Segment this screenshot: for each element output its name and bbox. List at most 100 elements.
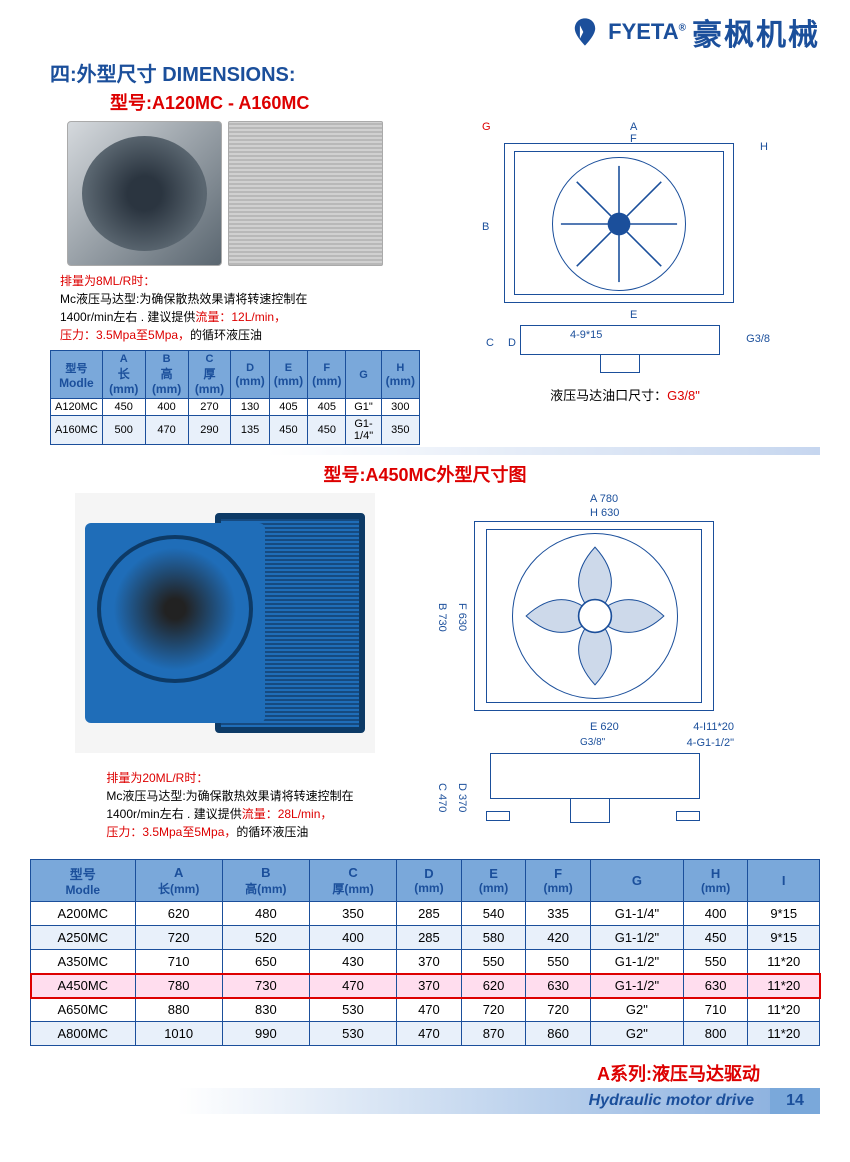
table-cell: 400 xyxy=(683,902,748,926)
footer-bar: Hydraulic motor drive 14 xyxy=(30,1088,820,1114)
dg1-e: E xyxy=(630,309,637,321)
diagram1-caption: 液压马达油口尺寸：G3/8" xyxy=(550,385,700,404)
dg2-motor xyxy=(570,799,610,823)
table-cell: 720 xyxy=(135,926,222,950)
table-cell: A200MC xyxy=(31,902,136,926)
table-cell: A800MC xyxy=(31,1022,136,1046)
page-header: FYETA® 豪枫机械 xyxy=(30,10,820,54)
dimensions-table-1: 型号ModleA长(mm)B高(mm)C厚(mm)D(mm)E(mm)F(mm)… xyxy=(50,350,420,445)
table-cell: 405 xyxy=(308,399,346,416)
table-cell: G2" xyxy=(590,1022,683,1046)
table-cell: 860 xyxy=(526,1022,591,1046)
dg1-motor xyxy=(600,355,640,373)
table-cell: 470 xyxy=(145,416,188,445)
caption1-a: 液压马达油口尺寸： xyxy=(550,388,667,403)
table-row: A350MC710650430370550550G1-1/2"55011*20 xyxy=(31,950,820,974)
table-cell: 400 xyxy=(309,926,396,950)
dg1-side xyxy=(520,325,720,355)
table-cell: 130 xyxy=(231,399,269,416)
dg2-fan-circle xyxy=(512,533,678,699)
dg1-a: A xyxy=(630,121,637,133)
table-cell: 880 xyxy=(135,998,222,1022)
dg2-port1: G3/8" xyxy=(580,737,605,748)
section2-left: 排量为20ML/R时： Mc液压马达型:为确保散热效果请将转速控制在 1400r… xyxy=(30,493,420,853)
footer-subtitle: Hydraulic motor drive xyxy=(30,1088,770,1114)
table-cell: 420 xyxy=(526,926,591,950)
t1-header: D(mm) xyxy=(231,351,269,399)
t1-header: H(mm) xyxy=(381,351,419,399)
dg1-b: B xyxy=(482,221,489,233)
table-cell: G2" xyxy=(590,998,683,1022)
t2-header: F(mm) xyxy=(526,860,591,902)
note2-prefix: 排量为20ML/R时： xyxy=(106,771,208,785)
dg2-holes: 4-I11*20 xyxy=(693,721,734,733)
dimensions-table-2: 型号ModleA长(mm)B高(mm)C厚(mm)D(mm)E(mm)F(mm)… xyxy=(30,859,820,1046)
t2-header: I xyxy=(748,860,820,902)
table-row: A450MC780730470370620630G1-1/2"63011*20 xyxy=(31,974,820,998)
table-row: A800MC1010990530470870860G2"80011*20 xyxy=(31,1022,820,1046)
note-1: 排量为8ML/R时： Mc液压马达型:为确保散热效果请将转速控制在 1400r/… xyxy=(60,272,420,344)
table-cell: 11*20 xyxy=(748,974,820,998)
t2-header: 型号Modle xyxy=(31,860,136,902)
dg1-fan-circle xyxy=(552,157,686,291)
table-cell: A250MC xyxy=(31,926,136,950)
table-cell: 430 xyxy=(309,950,396,974)
table-cell: 9*15 xyxy=(748,902,820,926)
table-cell: 470 xyxy=(309,974,396,998)
table-cell: 11*20 xyxy=(748,950,820,974)
table-cell: G1-1/2" xyxy=(590,926,683,950)
table-row: A650MC880830530470720720G2"71011*20 xyxy=(31,998,820,1022)
table-cell: 370 xyxy=(397,974,462,998)
dg2-c: C 470 xyxy=(436,783,448,812)
table-row: A120MC450400270130405405G1"300 xyxy=(51,399,420,416)
section1-left: 排量为8ML/R时： Mc液压马达型:为确保散热效果请将转速控制在 1400r/… xyxy=(30,121,420,445)
table-cell: 9*15 xyxy=(748,926,820,950)
table-cell: 350 xyxy=(309,902,396,926)
t2-header: A长(mm) xyxy=(135,860,222,902)
table-cell: 580 xyxy=(461,926,526,950)
product-photo-fan xyxy=(67,121,222,266)
table-cell: 370 xyxy=(397,950,462,974)
table-cell: 270 xyxy=(188,399,231,416)
table-cell: 540 xyxy=(461,902,526,926)
table-cell: 650 xyxy=(222,950,309,974)
table-cell: 450 xyxy=(683,926,748,950)
note1-line3b: 的循环液压油 xyxy=(190,328,262,342)
product-photo-radiator xyxy=(228,121,383,266)
series-title: A系列:液压马达驱动 xyxy=(30,1060,760,1086)
note1-line2b: 流量：12L/min， xyxy=(195,310,286,324)
section2-grid: 排量为20ML/R时： Mc液压马达型:为确保散热效果请将转速控制在 1400r… xyxy=(30,493,820,853)
page-footer: A系列:液压马达驱动 Hydraulic motor drive 14 xyxy=(30,1060,820,1114)
table-cell: 730 xyxy=(222,974,309,998)
t1-header: F(mm) xyxy=(308,351,346,399)
dg1-holes: 4-9*15 xyxy=(570,329,602,341)
table-cell: G1-1/4" xyxy=(346,416,381,445)
technical-diagram-1: G A F H B E 4-9*15 G3/8 C D xyxy=(480,121,770,381)
t2-header: G xyxy=(590,860,683,902)
brand-english: FYETA® xyxy=(608,19,686,45)
table-cell: A350MC xyxy=(31,950,136,974)
note2-line1: Mc液压马达型:为确保散热效果请将转速控制在 xyxy=(106,789,353,803)
dg2-port2: 4-G1-1/2" xyxy=(687,737,734,749)
note1-line3a: 压力：3.5Mpa至5Mpa， xyxy=(60,328,190,342)
table-cell: 520 xyxy=(222,926,309,950)
brand-en-text: FYETA xyxy=(608,19,678,44)
table-cell: 480 xyxy=(222,902,309,926)
note-2: 排量为20ML/R时： Mc液压马达型:为确保散热效果请将转速控制在 1400r… xyxy=(106,769,353,841)
table-cell: 470 xyxy=(397,1022,462,1046)
model-title-1: 型号:A120MC - A160MC xyxy=(110,89,820,115)
technical-diagram-2: A 780 H 630 B 730 F 630 E 620 G3/8" 4-I1… xyxy=(430,493,740,853)
t2-header: B高(mm) xyxy=(222,860,309,902)
dg2-foot-l xyxy=(486,811,510,821)
reg-mark: ® xyxy=(679,23,686,34)
table-cell: 500 xyxy=(102,416,145,445)
t2-header: H(mm) xyxy=(683,860,748,902)
table-cell: 400 xyxy=(145,399,188,416)
t1-header: G xyxy=(346,351,381,399)
note2-line3b: 的循环液压油 xyxy=(236,825,308,839)
t2-header: E(mm) xyxy=(461,860,526,902)
logo-icon xyxy=(568,15,602,49)
table-cell: 290 xyxy=(188,416,231,445)
table-cell: 720 xyxy=(461,998,526,1022)
table-cell: 450 xyxy=(102,399,145,416)
